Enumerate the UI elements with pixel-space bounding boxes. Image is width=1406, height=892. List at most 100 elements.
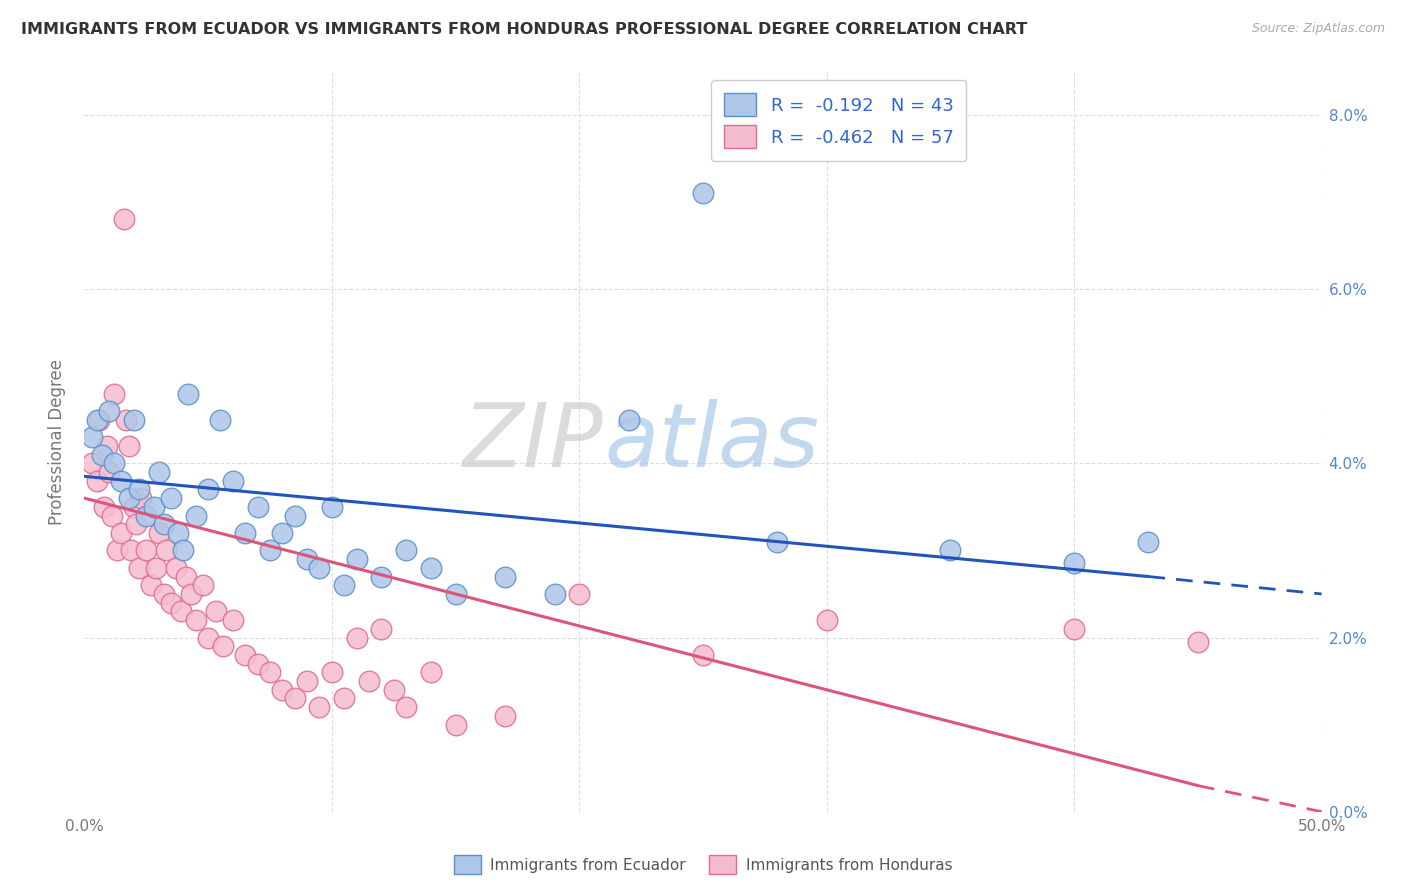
Point xyxy=(259,665,281,680)
Point xyxy=(103,456,125,470)
Point xyxy=(110,526,132,541)
Point xyxy=(204,604,226,618)
Point xyxy=(246,500,269,514)
Point xyxy=(382,682,405,697)
Point xyxy=(165,561,187,575)
Point xyxy=(177,386,200,401)
Point xyxy=(191,578,214,592)
Point xyxy=(692,186,714,201)
Point xyxy=(419,665,441,680)
Point xyxy=(259,543,281,558)
Point xyxy=(141,578,163,592)
Point xyxy=(145,561,167,575)
Point xyxy=(100,508,122,523)
Point xyxy=(110,474,132,488)
Text: ZIP: ZIP xyxy=(463,399,605,484)
Text: IMMIGRANTS FROM ECUADOR VS IMMIGRANTS FROM HONDURAS PROFESSIONAL DEGREE CORRELAT: IMMIGRANTS FROM ECUADOR VS IMMIGRANTS FR… xyxy=(21,22,1028,37)
Point xyxy=(212,639,235,653)
Point xyxy=(246,657,269,671)
Point xyxy=(444,587,467,601)
Point xyxy=(617,413,640,427)
Point xyxy=(152,587,174,601)
Point xyxy=(346,631,368,645)
Point xyxy=(1063,557,1085,571)
Point xyxy=(160,491,183,505)
Point xyxy=(180,587,202,601)
Point xyxy=(174,569,197,583)
Point xyxy=(86,413,108,427)
Point xyxy=(89,413,111,427)
Point xyxy=(308,700,330,714)
Point xyxy=(222,474,245,488)
Point xyxy=(321,665,343,680)
Point xyxy=(284,508,307,523)
Point xyxy=(333,691,356,706)
Point xyxy=(115,413,138,427)
Point xyxy=(167,526,190,541)
Point xyxy=(370,622,392,636)
Point xyxy=(172,543,194,558)
Point xyxy=(419,561,441,575)
Point xyxy=(122,500,145,514)
Point xyxy=(333,578,356,592)
Point xyxy=(308,561,330,575)
Point xyxy=(120,543,142,558)
Point xyxy=(395,700,418,714)
Text: atlas: atlas xyxy=(605,399,818,484)
Point xyxy=(135,543,157,558)
Point xyxy=(105,543,128,558)
Point xyxy=(321,500,343,514)
Point xyxy=(135,508,157,523)
Point xyxy=(197,631,219,645)
Point xyxy=(543,587,565,601)
Point xyxy=(160,596,183,610)
Point xyxy=(568,587,591,601)
Point xyxy=(233,648,256,662)
Point xyxy=(197,483,219,497)
Point xyxy=(939,543,962,558)
Y-axis label: Professional Degree: Professional Degree xyxy=(48,359,66,524)
Point xyxy=(152,517,174,532)
Point xyxy=(346,552,368,566)
Point xyxy=(93,500,115,514)
Point xyxy=(148,526,170,541)
Point xyxy=(142,500,165,514)
Point xyxy=(129,491,152,505)
Point xyxy=(222,613,245,627)
Point xyxy=(155,543,177,558)
Point xyxy=(815,613,838,627)
Point xyxy=(357,674,380,689)
Point xyxy=(233,526,256,541)
Point xyxy=(1137,534,1160,549)
Point xyxy=(271,682,294,697)
Point xyxy=(112,212,135,227)
Point xyxy=(494,709,516,723)
Point xyxy=(395,543,418,558)
Point xyxy=(80,430,103,444)
Point xyxy=(170,604,193,618)
Legend: Immigrants from Ecuador, Immigrants from Honduras: Immigrants from Ecuador, Immigrants from… xyxy=(447,849,959,880)
Point xyxy=(295,674,318,689)
Point xyxy=(125,517,148,532)
Point xyxy=(1187,635,1209,649)
Point xyxy=(128,483,150,497)
Point xyxy=(271,526,294,541)
Point xyxy=(98,465,121,479)
Point xyxy=(86,474,108,488)
Point xyxy=(692,648,714,662)
Point xyxy=(184,613,207,627)
Point xyxy=(128,561,150,575)
Legend: R =  -0.192   N = 43, R =  -0.462   N = 57: R = -0.192 N = 43, R = -0.462 N = 57 xyxy=(711,80,966,161)
Point xyxy=(209,413,232,427)
Point xyxy=(118,491,141,505)
Point xyxy=(1063,622,1085,636)
Point xyxy=(284,691,307,706)
Point xyxy=(98,404,121,418)
Point xyxy=(370,569,392,583)
Point xyxy=(118,439,141,453)
Point xyxy=(80,456,103,470)
Point xyxy=(295,552,318,566)
Point xyxy=(766,534,789,549)
Point xyxy=(444,717,467,731)
Point xyxy=(96,439,118,453)
